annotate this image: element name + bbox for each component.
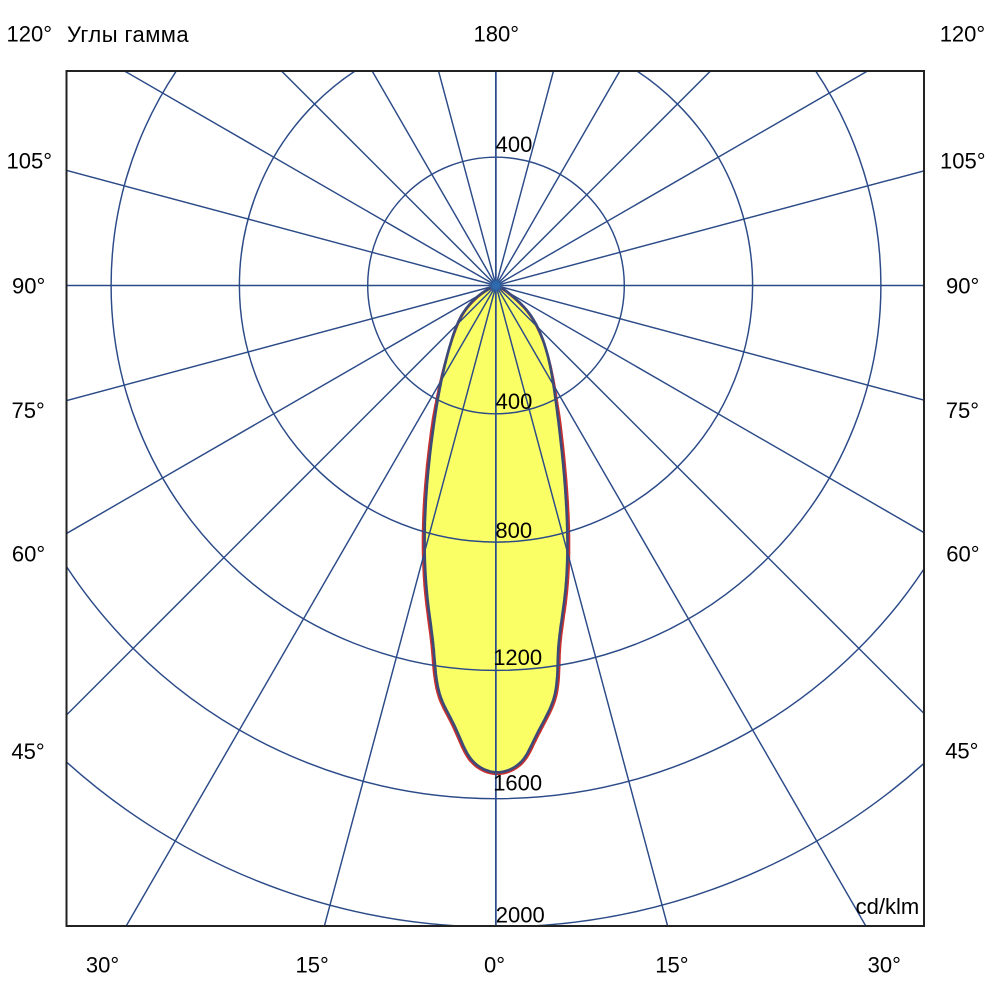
svg-text:75°: 75° bbox=[12, 398, 45, 423]
svg-text:90°: 90° bbox=[946, 274, 979, 299]
svg-text:2000: 2000 bbox=[496, 903, 545, 928]
svg-text:105°: 105° bbox=[940, 148, 986, 173]
svg-text:75°: 75° bbox=[946, 398, 979, 423]
svg-text:400: 400 bbox=[496, 132, 533, 157]
svg-text:30°: 30° bbox=[86, 953, 119, 978]
svg-text:0°: 0° bbox=[484, 953, 505, 978]
svg-text:45°: 45° bbox=[945, 739, 978, 764]
svg-text:90°: 90° bbox=[12, 274, 45, 299]
svg-text:45°: 45° bbox=[11, 739, 44, 764]
svg-text:1200: 1200 bbox=[493, 645, 542, 670]
svg-text:15°: 15° bbox=[655, 953, 688, 978]
svg-text:cd/klm: cd/klm bbox=[856, 894, 920, 919]
svg-text:60°: 60° bbox=[12, 542, 45, 567]
svg-text:30°: 30° bbox=[868, 953, 901, 978]
svg-text:400: 400 bbox=[496, 389, 533, 414]
svg-text:105°: 105° bbox=[7, 148, 53, 173]
svg-text:15°: 15° bbox=[296, 953, 329, 978]
svg-text:180°: 180° bbox=[474, 22, 520, 47]
svg-text:60°: 60° bbox=[946, 542, 979, 567]
svg-text:800: 800 bbox=[495, 518, 532, 543]
svg-text:1600: 1600 bbox=[493, 771, 542, 796]
svg-text:Углы гамма: Углы гамма bbox=[67, 22, 189, 47]
svg-text:120°: 120° bbox=[7, 22, 53, 47]
svg-text:120°: 120° bbox=[940, 22, 986, 47]
